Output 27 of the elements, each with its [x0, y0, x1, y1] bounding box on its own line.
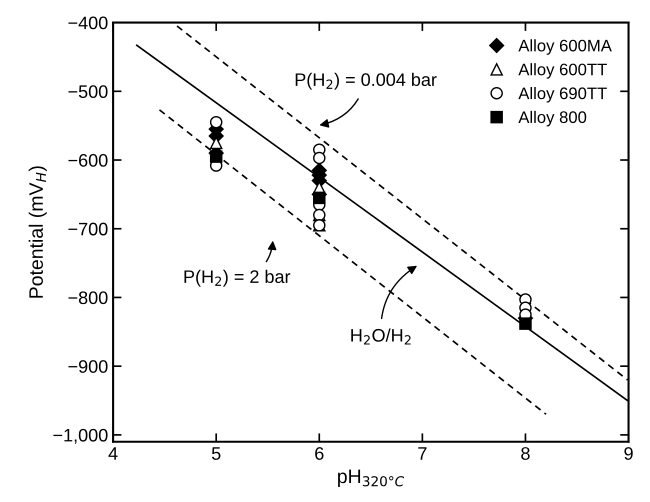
x-tick-label: 4 [108, 447, 118, 460]
point [313, 192, 326, 204]
x-tick-label: 5 [212, 447, 220, 460]
annotation: H$_{2}$O/H$_{2}$ [351, 328, 411, 345]
x-tick-label: 6 [315, 447, 324, 460]
x-tick-label: 7 [418, 447, 426, 460]
point [210, 150, 222, 163]
y-tick-label: −600 [68, 154, 108, 167]
y-tick-label: −1,000 [53, 428, 108, 444]
legend-label: Alloy 690TT [518, 86, 607, 103]
y-tick-label: −900 [68, 360, 108, 373]
point [519, 317, 532, 330]
x-tick-label: 8 [521, 447, 530, 460]
point [313, 152, 326, 164]
legend-label: Alloy 800 [518, 110, 586, 126]
annotation: P(H$_{2}$) = 2 bar [184, 270, 290, 287]
y-tick-label: −500 [68, 85, 108, 98]
y-tick-label: −400 [68, 16, 108, 30]
point [210, 116, 222, 128]
x-tick-label: 9 [624, 447, 633, 460]
annotation: P(H$_{2}$) = 0.004 bar [296, 72, 437, 90]
legend-label: Alloy 600MA [518, 39, 612, 55]
y-tick-label: −800 [68, 291, 108, 304]
y-tick-label: −700 [68, 222, 108, 236]
x-axis-title: pH$_{320°C}$ [338, 470, 404, 488]
legend-label: Alloy 600TT [518, 63, 607, 79]
y-axis-title: Potential (mV$_{H}$) [28, 166, 47, 298]
